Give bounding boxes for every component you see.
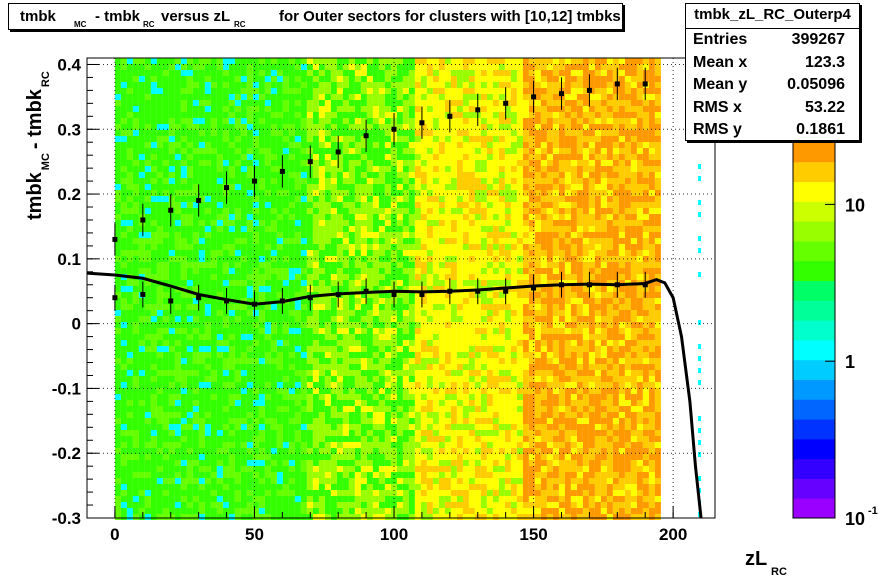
stats-label: Mean x (693, 53, 748, 71)
x-axis-title-sub: RC (771, 566, 787, 578)
lower-profile-point (419, 281, 425, 308)
lower-profile-point (140, 281, 146, 308)
x-tick-label: 0 (110, 525, 119, 544)
upper-profile-point (475, 93, 481, 127)
upper-profile-point (196, 184, 202, 217)
x-tick-label: 50 (245, 525, 264, 544)
stats-row-mean-y: Mean y 0.05096 (686, 74, 859, 97)
y-axis-title-a: tmbk (24, 172, 46, 220)
stats-value: 53.22 (804, 98, 845, 116)
lower-profile-point (112, 284, 118, 311)
heatmap-cells (114, 58, 702, 520)
upper-profile-point (642, 67, 648, 101)
title-part-4: for Outer sectors for clusters with [10,… (279, 8, 621, 25)
lower-profile-point (196, 284, 202, 311)
x-tick-label: 100 (380, 525, 408, 544)
stats-label: RMS y (693, 121, 742, 139)
title-part-1: tmbk (20, 8, 56, 25)
stats-row-rms-x: RMS x 53.22 (686, 97, 859, 120)
lower-profile-point (503, 278, 509, 305)
stats-value: 123.3 (804, 53, 845, 71)
y-tick-label: -0.1 (52, 379, 81, 398)
upper-profile-point (335, 135, 341, 169)
upper-profile-point (419, 106, 425, 139)
upper-profile-point (168, 194, 174, 227)
y-tick-label: 0.2 (57, 185, 81, 204)
stats-box: tmbk_zL_RC_Outerp4 Entries 399267 Mean x… (685, 3, 860, 141)
stats-value: 0.05096 (787, 76, 845, 94)
x-axis-title: zL (745, 548, 768, 570)
title-sub-2: RC (143, 20, 155, 29)
y-tick-label: -0.3 (52, 509, 81, 528)
x-tick-label: 200 (659, 525, 687, 544)
y-tick-label: -0.2 (52, 444, 81, 463)
z-tick-label: 10 (845, 509, 865, 529)
plot-frame (86, 57, 716, 519)
fit-curve (86, 271, 703, 519)
upper-profile-point (391, 113, 397, 146)
y-axis-title-a-sub: MC (40, 153, 52, 171)
y-tick-label: 0.1 (57, 250, 81, 269)
upper-profile-point (224, 171, 230, 204)
upper-profile-point (279, 155, 285, 188)
y-tick-label: 0 (72, 315, 81, 334)
plot-title: tmbk MC - tmbk RC versus zL RC for Outer… (8, 3, 623, 30)
title-part-3: versus zL (161, 8, 231, 25)
y-axis-title-b: - tmbk (24, 89, 46, 150)
title-sub-1: MC (74, 20, 87, 29)
upper-profile-point (586, 74, 592, 107)
stats-row-entries: Entries 399267 (686, 29, 859, 52)
title-part-2: - tmbk (95, 8, 140, 25)
upper-profile-point (112, 223, 118, 256)
stats-name: tmbk_zL_RC_Outerp4 (686, 4, 859, 29)
stats-label: Mean y (693, 76, 748, 94)
y-axis-ticks: -0.3 -0.2 -0.1 0 0.1 0.2 0.3 0.4 (52, 55, 99, 528)
lower-profile-point (168, 288, 174, 314)
upper-profile-point (558, 77, 564, 110)
z-tick-label: 10 (845, 195, 865, 215)
upper-profile-point (447, 100, 453, 133)
upper-profile-point (307, 145, 313, 178)
upper-profile-point (614, 67, 620, 101)
stats-label: Entries (693, 31, 748, 48)
x-axis-ticks: 0 50 100 150 200 (86, 506, 702, 544)
y-tick-label: 0.3 (57, 120, 81, 139)
title-sub-3: RC (234, 20, 246, 29)
stats-value: 399267 (791, 31, 845, 48)
stats-row-rms-y: RMS y 0.1861 (686, 119, 859, 142)
stats-value: 0.1861 (796, 121, 845, 139)
y-axis-title-b-sub: RC (40, 71, 52, 88)
y-tick-label: 0.4 (57, 55, 81, 74)
upper-profile-point (251, 164, 257, 198)
upper-profile-point (140, 203, 146, 237)
stats-label: RMS x (693, 98, 742, 116)
stats-row-mean-x: Mean x 123.3 (686, 52, 859, 75)
upper-profile-point (531, 80, 537, 114)
lower-profile-point (391, 281, 397, 308)
upper-profile-point (363, 119, 369, 152)
upper-profile-point (503, 87, 509, 120)
z-tick-exponent: -1 (868, 505, 878, 517)
lower-profile-point (531, 275, 537, 301)
z-tick-label: 1 (845, 352, 855, 372)
x-tick-label: 150 (519, 525, 547, 544)
